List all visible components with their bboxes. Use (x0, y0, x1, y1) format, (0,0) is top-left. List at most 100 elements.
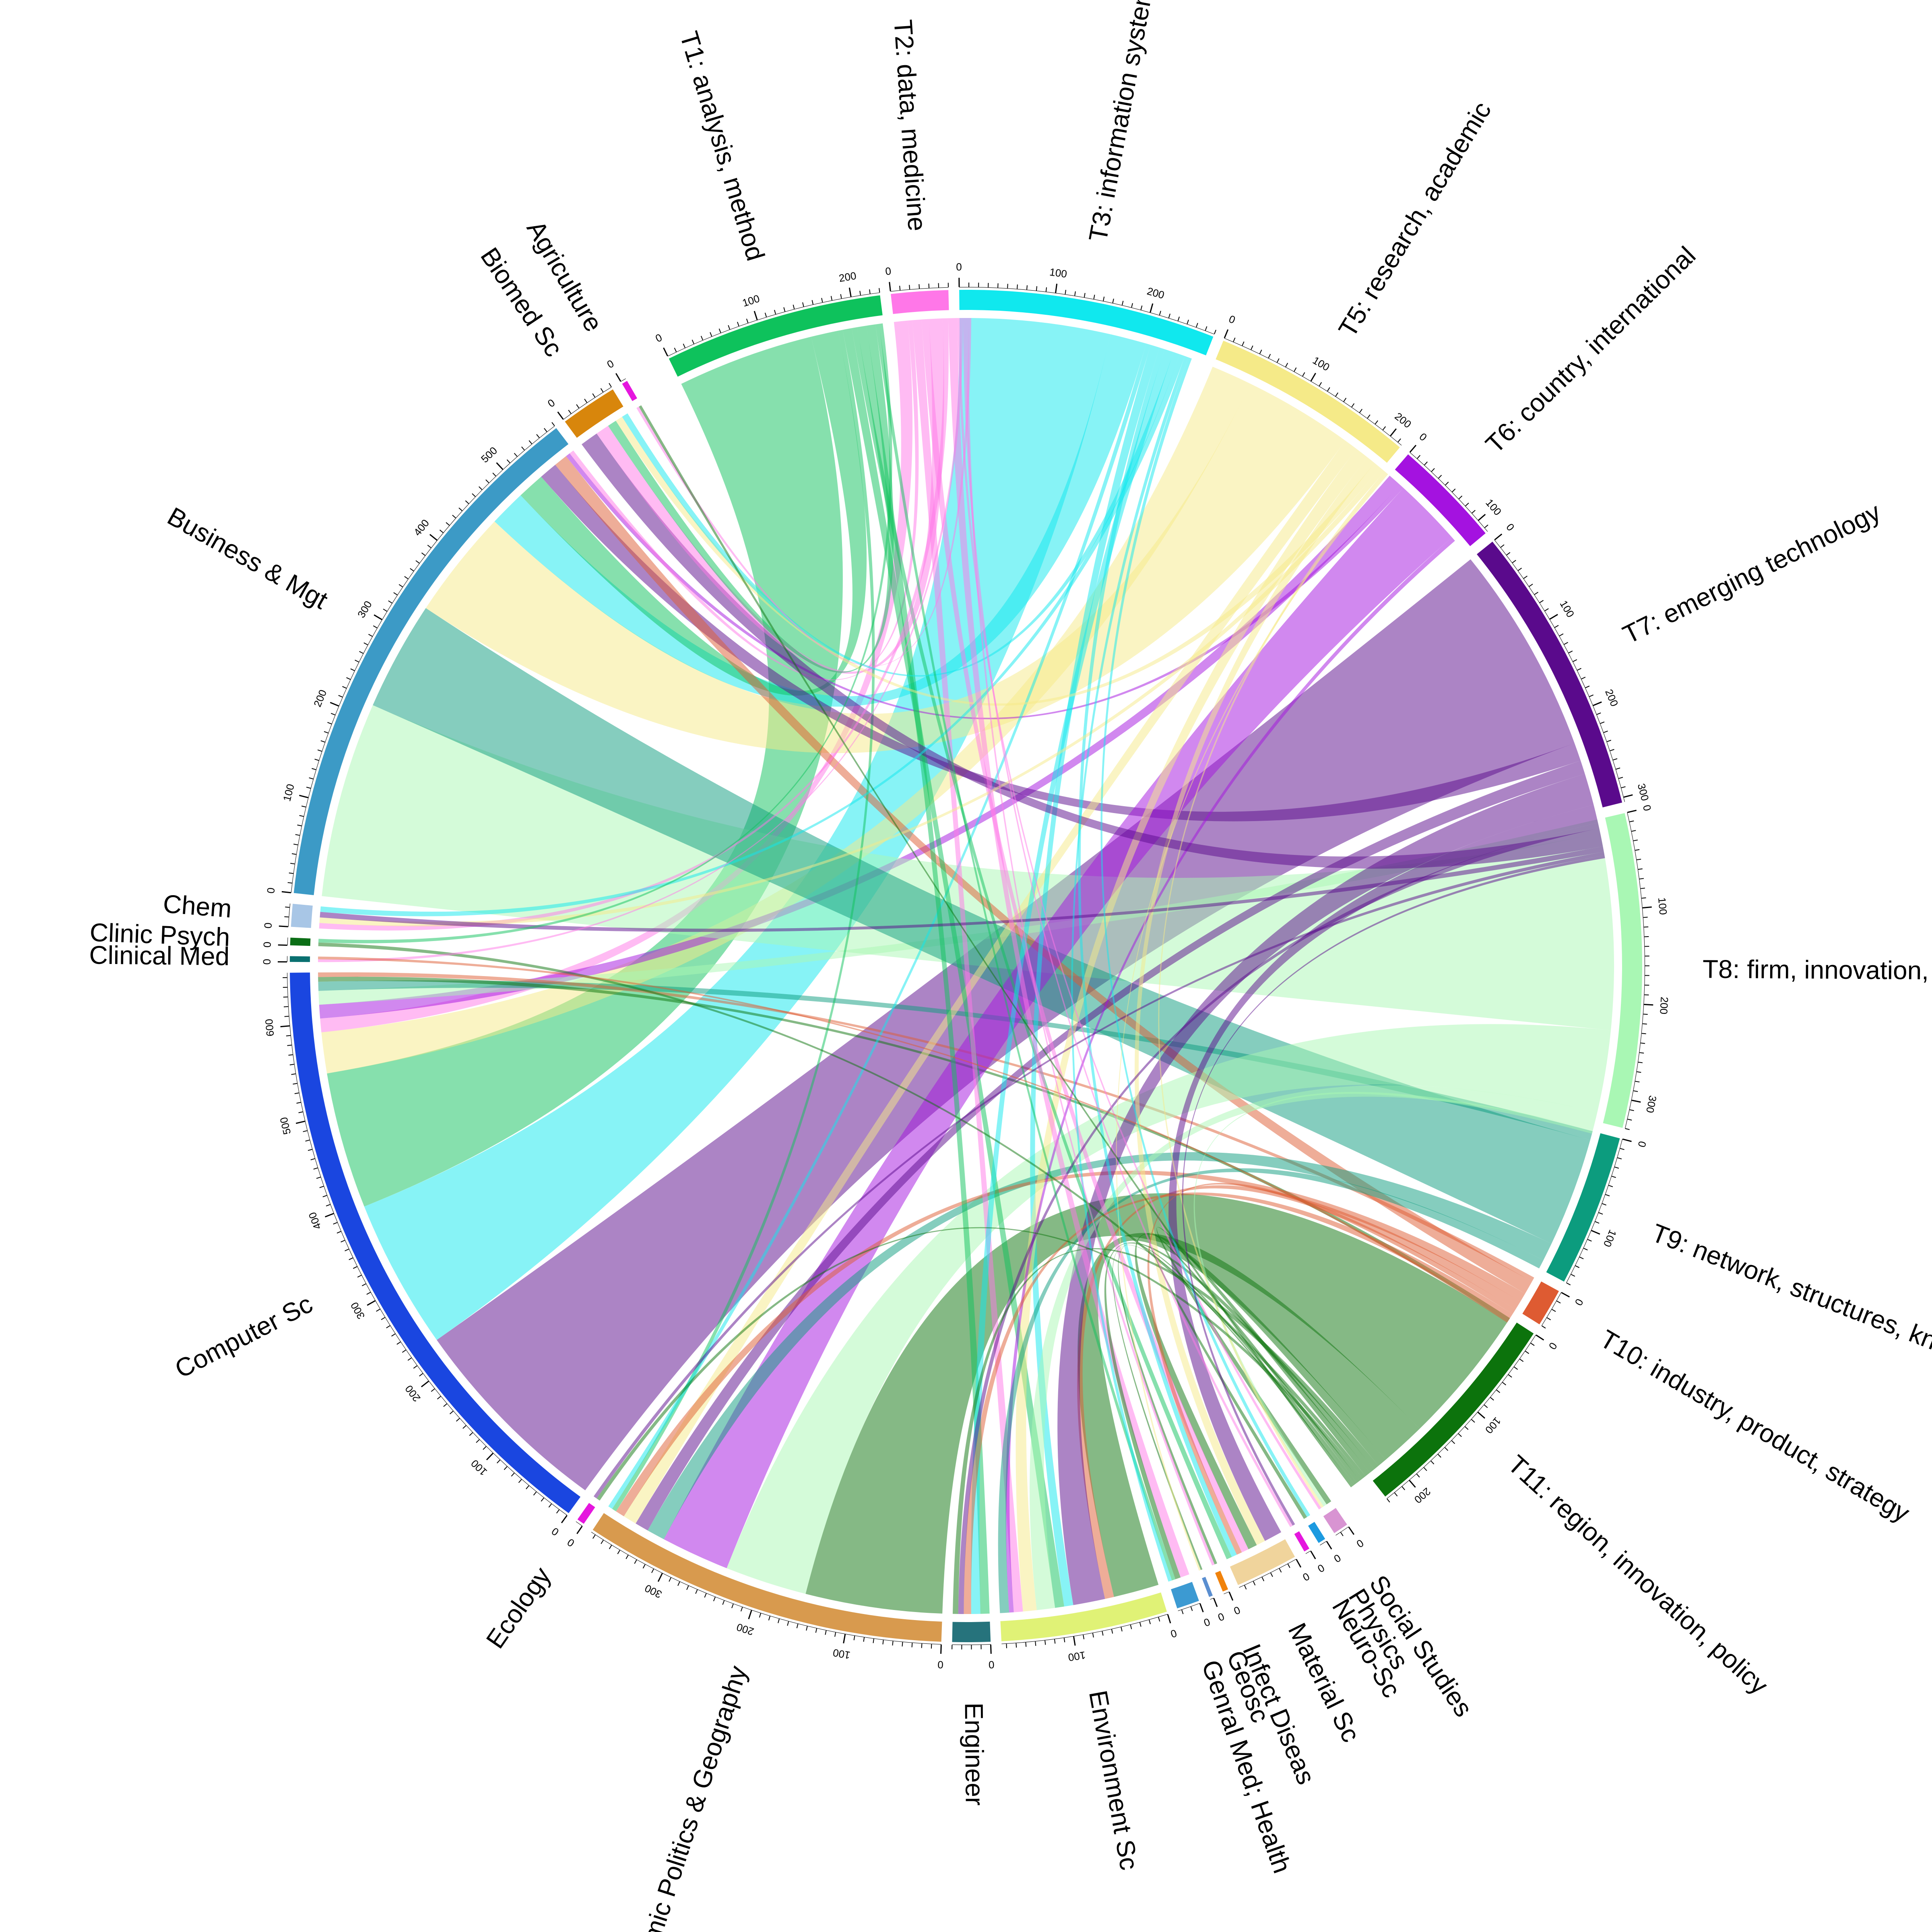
axis-tick (1187, 320, 1189, 324)
axis-tick (1458, 495, 1463, 500)
axis-tick (787, 1621, 789, 1626)
ribbon-chem-to-t7 (320, 846, 1604, 932)
axis-tick (615, 373, 621, 382)
tick-label: 0 (261, 941, 273, 947)
tick-label: 600 (263, 1018, 277, 1037)
axis-tick (1589, 694, 1594, 697)
tick-label: 0 (988, 1659, 995, 1671)
axis-tick (1261, 1577, 1265, 1581)
tick-label: 200 (838, 270, 857, 285)
axis-tick (1102, 1631, 1104, 1636)
axis-tick (287, 1044, 292, 1046)
sector-neuro-sc (1294, 1531, 1310, 1552)
axis-tick (1112, 298, 1114, 303)
axis-tick (1614, 1166, 1619, 1169)
axis-tick (295, 834, 300, 836)
axis-tick (1276, 358, 1280, 363)
axis-tick (753, 311, 758, 320)
axis-tick (1402, 1486, 1406, 1490)
axis-tick (291, 853, 297, 855)
axis-line (1335, 1526, 1349, 1536)
axis-tick (1551, 1309, 1556, 1312)
tick-label: 400 (411, 517, 432, 538)
axis-tick (299, 815, 304, 817)
tick-label: 100 (1601, 1228, 1619, 1249)
axis-tick (1591, 1230, 1600, 1235)
axis-tick (657, 1573, 663, 1582)
axis-tick (1556, 1300, 1561, 1304)
axis-tick (431, 1388, 435, 1392)
axis-tick (1579, 1257, 1584, 1259)
ribbon-layer (318, 318, 1614, 1614)
axis-tick (1629, 820, 1634, 822)
axis-tick (931, 1644, 932, 1649)
tick-label: 100 (1067, 1649, 1087, 1664)
axis-tick (294, 1092, 299, 1094)
axis-tick (301, 805, 306, 808)
ribbon-economic-politics-geography-to-t8 (727, 1024, 1611, 1594)
axis-tick (437, 1396, 441, 1399)
sector-t10 (1522, 1281, 1559, 1325)
axis-tick (830, 296, 832, 301)
sector-label-t3: T3: information system, process (1083, 0, 1178, 244)
axis-tick (1546, 1317, 1551, 1321)
axis-tick (345, 1249, 349, 1251)
axis-tick (1603, 731, 1608, 733)
axis-tick (383, 609, 387, 612)
axis-tick (1477, 1412, 1486, 1419)
axis-tick (1618, 777, 1623, 779)
tick-label: 0 (549, 1525, 561, 1538)
axis-tick (322, 1195, 327, 1197)
tick-label: 100 (281, 783, 297, 803)
axis-tick (1638, 1061, 1643, 1063)
axis-tick (1514, 1366, 1518, 1370)
axis-tick (1121, 301, 1124, 305)
axis-tick (843, 1634, 846, 1643)
axis-tick (869, 289, 871, 294)
ribbon-business-mgt-to-t1 (520, 330, 867, 696)
sector-label-t6: T6: country, international (1480, 241, 1701, 459)
axis-tick (1536, 1334, 1544, 1341)
axis-tick (556, 1509, 560, 1514)
axis-tick (1159, 311, 1161, 316)
axis-tick (1063, 1638, 1065, 1643)
axis-tick (1585, 685, 1590, 688)
axis-tick (427, 545, 431, 548)
tick-label: 0 (1504, 521, 1517, 533)
axis-tick (1478, 514, 1486, 521)
tick-label: 200 (1657, 997, 1670, 1015)
axis-tick (759, 1613, 762, 1618)
axis-tick (1596, 712, 1601, 715)
axis-tick (731, 1604, 734, 1608)
axis-tick (1083, 1635, 1085, 1639)
axis-tick (1017, 284, 1018, 289)
axis-tick (363, 642, 368, 646)
axis-tick (651, 1569, 654, 1573)
axis-tick (1310, 1550, 1316, 1559)
axis-tick (419, 1373, 423, 1377)
axis-tick (1140, 305, 1143, 310)
tick-label: 0 (1417, 430, 1429, 443)
axis-tick (695, 1589, 698, 1594)
axis-tick (317, 749, 322, 752)
tick-label: 0 (605, 357, 616, 371)
sector-ecology (577, 1503, 595, 1524)
axis-tick (1150, 303, 1154, 313)
axis-tick (316, 1177, 321, 1179)
sector-label-t10: T10: industry, product, strategy (1595, 1324, 1914, 1528)
axis-tick (1490, 1397, 1494, 1401)
axis-tick (1270, 1573, 1273, 1577)
axis-tick (1472, 510, 1476, 514)
axis-tick (1549, 614, 1558, 620)
axis-tick (1382, 426, 1386, 430)
tick-label: 200 (1393, 410, 1414, 431)
axis-tick (1616, 767, 1620, 770)
axis-tick (1571, 1274, 1575, 1277)
tick-label: 300 (355, 599, 374, 620)
axis-tick (1199, 1603, 1204, 1612)
axis-tick (485, 479, 489, 483)
axis-tick (330, 702, 339, 707)
axis-tick (303, 1130, 308, 1132)
axis-tick (1253, 1581, 1256, 1585)
axis-tick (737, 322, 739, 326)
